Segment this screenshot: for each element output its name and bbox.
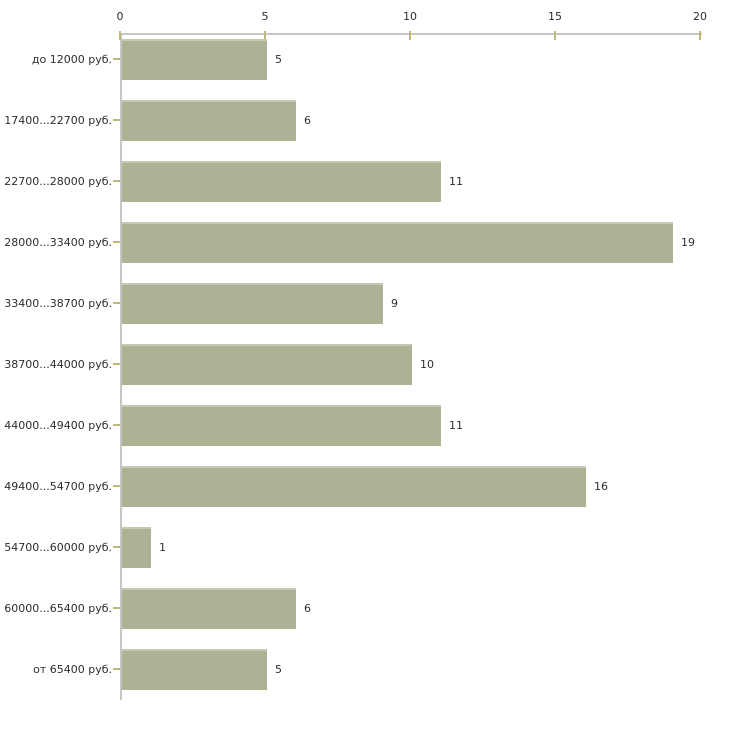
y-axis-tick [113, 119, 120, 121]
bar [122, 405, 441, 446]
bar [122, 588, 296, 629]
x-axis-tick [699, 31, 701, 40]
value-label: 6 [304, 114, 311, 127]
x-axis-tick-label: 20 [693, 10, 707, 23]
y-axis-tick [113, 485, 120, 487]
bar [122, 527, 151, 568]
x-axis-tick [264, 31, 266, 40]
value-label: 10 [420, 358, 434, 371]
category-label: 54700...60000 руб. [4, 541, 112, 554]
value-label: 11 [449, 175, 463, 188]
bar-row: 28000...33400 руб. 19 [0, 212, 730, 273]
category-label: 17400...22700 руб. [4, 114, 112, 127]
bar [122, 222, 673, 263]
y-axis-tick [113, 607, 120, 609]
value-label: 16 [594, 480, 608, 493]
bar-row: 17400...22700 руб. 6 [0, 90, 730, 151]
value-label: 11 [449, 419, 463, 432]
y-axis-line [120, 33, 122, 700]
y-axis-tick [113, 302, 120, 304]
bar-row: 60000...65400 руб. 6 [0, 578, 730, 639]
category-label: до 12000 руб. [31, 53, 112, 66]
x-axis-tick [119, 31, 121, 40]
bar-row: от 65400 руб. 5 [0, 639, 730, 700]
category-label: от 65400 руб. [33, 663, 112, 676]
bar-row: 54700...60000 руб. 1 [0, 517, 730, 578]
x-axis-tick [554, 31, 556, 40]
y-axis-tick [113, 546, 120, 548]
x-axis-line [120, 33, 702, 35]
x-axis-tick [409, 31, 411, 40]
value-label: 19 [681, 236, 695, 249]
y-axis-tick [113, 58, 120, 60]
bar [122, 283, 383, 324]
value-label: 9 [391, 297, 398, 310]
bar-row: 22700...28000 руб. 11 [0, 151, 730, 212]
bar [122, 161, 441, 202]
category-label: 28000...33400 руб. [4, 236, 112, 249]
bar [122, 39, 267, 80]
x-axis-tick-label: 15 [548, 10, 562, 23]
x-axis-tick-label: 0 [116, 10, 124, 23]
bar [122, 344, 412, 385]
bar [122, 466, 586, 507]
category-label: 49400...54700 руб. [4, 480, 112, 493]
bar-row: 33400...38700 руб. 9 [0, 273, 730, 334]
value-label: 6 [304, 602, 311, 615]
category-label: 38700...44000 руб. [4, 358, 112, 371]
x-axis-tick-label: 10 [403, 10, 417, 23]
category-label: 44000...49400 руб. [4, 419, 112, 432]
y-axis-tick [113, 363, 120, 365]
value-label: 5 [275, 663, 282, 676]
y-axis-tick [113, 180, 120, 182]
category-label: 33400...38700 руб. [4, 297, 112, 310]
y-axis-tick [113, 241, 120, 243]
value-label: 1 [159, 541, 166, 554]
bar-row: 44000...49400 руб. 11 [0, 395, 730, 456]
x-axis-tick-label: 5 [261, 10, 269, 23]
y-axis-tick [113, 668, 120, 670]
bar-row: 38700...44000 руб. 10 [0, 334, 730, 395]
bar-row: 49400...54700 руб. 16 [0, 456, 730, 517]
category-label: 60000...65400 руб. [4, 602, 112, 615]
bar-row: до 12000 руб. 5 [0, 29, 730, 90]
value-label: 5 [275, 53, 282, 66]
category-label: 22700...28000 руб. [4, 175, 112, 188]
y-axis-tick [113, 424, 120, 426]
bar [122, 100, 296, 141]
bar [122, 649, 267, 690]
